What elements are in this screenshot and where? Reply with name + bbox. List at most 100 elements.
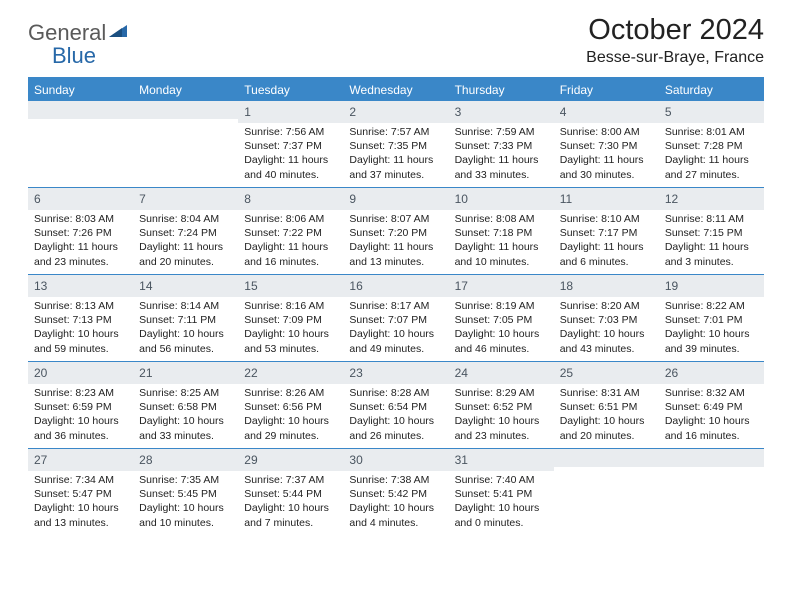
cell-body: Sunrise: 7:40 AMSunset: 5:41 PMDaylight:… — [449, 471, 554, 534]
sunrise-text: Sunrise: 8:22 AM — [665, 299, 758, 313]
daylight-text: Daylight: 10 hours and 39 minutes. — [665, 327, 758, 355]
calendar-cell: 26Sunrise: 8:32 AMSunset: 6:49 PMDayligh… — [659, 362, 764, 448]
sunrise-text: Sunrise: 8:28 AM — [349, 386, 442, 400]
sunset-text: Sunset: 7:37 PM — [244, 139, 337, 153]
sunrise-text: Sunrise: 7:37 AM — [244, 473, 337, 487]
day-number: 3 — [455, 105, 462, 119]
dow-thursday: Thursday — [449, 79, 554, 101]
day-number-row — [28, 101, 133, 119]
sunrise-text: Sunrise: 8:11 AM — [665, 212, 758, 226]
day-number: 5 — [665, 105, 672, 119]
sunset-text: Sunset: 7:11 PM — [139, 313, 232, 327]
daylight-text: Daylight: 10 hours and 23 minutes. — [455, 414, 548, 442]
day-number: 28 — [139, 453, 152, 467]
day-number: 25 — [560, 366, 573, 380]
calendar-cell: 30Sunrise: 7:38 AMSunset: 5:42 PMDayligh… — [343, 449, 448, 535]
calendar-cell — [554, 449, 659, 535]
daylight-text: Daylight: 11 hours and 16 minutes. — [244, 240, 337, 268]
calendar-cell: 7 Sunrise: 8:04 AMSunset: 7:24 PMDaylight… — [133, 188, 238, 274]
dow-friday: Friday — [554, 79, 659, 101]
day-number: 2 — [349, 105, 356, 119]
sunset-text: Sunset: 7:33 PM — [455, 139, 548, 153]
day-number: 7 — [139, 192, 146, 206]
daylight-text: Daylight: 11 hours and 30 minutes. — [560, 153, 653, 181]
daylight-text: Daylight: 10 hours and 26 minutes. — [349, 414, 442, 442]
sunrise-text: Sunrise: 8:13 AM — [34, 299, 127, 313]
sunrise-text: Sunrise: 8:16 AM — [244, 299, 337, 313]
sunrise-text: Sunrise: 8:10 AM — [560, 212, 653, 226]
day-number-row: 18 — [554, 275, 659, 297]
calendar-cell: 10Sunrise: 8:08 AMSunset: 7:18 PMDayligh… — [449, 188, 554, 274]
sunset-text: Sunset: 7:15 PM — [665, 226, 758, 240]
sunrise-text: Sunrise: 8:19 AM — [455, 299, 548, 313]
cell-body: Sunrise: 8:04 AMSunset: 7:24 PMDaylight:… — [133, 210, 238, 273]
day-number: 16 — [349, 279, 362, 293]
sunset-text: Sunset: 6:52 PM — [455, 400, 548, 414]
day-number: 20 — [34, 366, 47, 380]
calendar-cell: 8Sunrise: 8:06 AMSunset: 7:22 PMDaylight… — [238, 188, 343, 274]
sunrise-text: Sunrise: 8:26 AM — [244, 386, 337, 400]
daylight-text: Daylight: 10 hours and 20 minutes. — [560, 414, 653, 442]
sunset-text: Sunset: 7:30 PM — [560, 139, 653, 153]
sunrise-text: Sunrise: 7:38 AM — [349, 473, 442, 487]
day-number: 27 — [34, 453, 47, 467]
cell-body: Sunrise: 7:56 AMSunset: 7:37 PMDaylight:… — [238, 123, 343, 186]
day-number: 29 — [244, 453, 257, 467]
cell-body: Sunrise: 7:34 AMSunset: 5:47 PMDaylight:… — [28, 471, 133, 534]
calendar-cell: 12 Sunrise: 8:11 AMSunset: 7:15 PMDayligh… — [659, 188, 764, 274]
sunset-text: Sunset: 6:56 PM — [244, 400, 337, 414]
day-number-row: 12 — [659, 188, 764, 210]
dow-sunday: Sunday — [28, 79, 133, 101]
cell-body: Sunrise: 8:11 AMSunset: 7:15 PMDaylight:… — [659, 210, 764, 273]
sunrise-text: Sunrise: 7:57 AM — [349, 125, 442, 139]
day-number: 12 — [665, 192, 678, 206]
day-number-row: 3 — [449, 101, 554, 123]
calendar-cell: 2Sunrise: 7:57 AMSunset: 7:35 PMDaylight… — [343, 101, 448, 187]
day-number: 23 — [349, 366, 362, 380]
day-number: 30 — [349, 453, 362, 467]
calendar-cell: 11Sunrise: 8:10 AMSunset: 7:17 PMDayligh… — [554, 188, 659, 274]
day-number-row: 16 — [343, 275, 448, 297]
day-number-row: 19 — [659, 275, 764, 297]
sunset-text: Sunset: 6:54 PM — [349, 400, 442, 414]
day-number-row — [659, 449, 764, 467]
sunrise-text: Sunrise: 8:17 AM — [349, 299, 442, 313]
day-number: 10 — [455, 192, 468, 206]
calendar-cell: 28Sunrise: 7:35 AMSunset: 5:45 PMDayligh… — [133, 449, 238, 535]
daylight-text: Daylight: 10 hours and 10 minutes. — [139, 501, 232, 529]
cell-body: Sunrise: 8:31 AMSunset: 6:51 PMDaylight:… — [554, 384, 659, 447]
day-number-row: 1 — [238, 101, 343, 123]
cell-body: Sunrise: 7:59 AMSunset: 7:33 PMDaylight:… — [449, 123, 554, 186]
cell-body: Sunrise: 8:07 AMSunset: 7:20 PMDaylight:… — [343, 210, 448, 273]
sunrise-text: Sunrise: 8:06 AM — [244, 212, 337, 226]
sunset-text: Sunset: 7:01 PM — [665, 313, 758, 327]
calendar-cell — [659, 449, 764, 535]
day-number-row: 31 — [449, 449, 554, 471]
cell-body: Sunrise: 8:28 AMSunset: 6:54 PMDaylight:… — [343, 384, 448, 447]
sunrise-text: Sunrise: 8:29 AM — [455, 386, 548, 400]
cell-body: Sunrise: 8:16 AMSunset: 7:09 PMDaylight:… — [238, 297, 343, 360]
daylight-text: Daylight: 11 hours and 10 minutes. — [455, 240, 548, 268]
day-number-row: 6 — [28, 188, 133, 210]
day-number: 14 — [139, 279, 152, 293]
day-number: 9 — [349, 192, 356, 206]
daylight-text: Daylight: 10 hours and 7 minutes. — [244, 501, 337, 529]
dow-saturday: Saturday — [659, 79, 764, 101]
day-number-row: 27 — [28, 449, 133, 471]
sunset-text: Sunset: 6:51 PM — [560, 400, 653, 414]
day-number: 6 — [34, 192, 41, 206]
cell-body: Sunrise: 8:32 AMSunset: 6:49 PMDaylight:… — [659, 384, 764, 447]
cell-body: Sunrise: 8:03 AMSunset: 7:26 PMDaylight:… — [28, 210, 133, 273]
calendar-cell: 9 Sunrise: 8:07 AMSunset: 7:20 PMDaylight… — [343, 188, 448, 274]
day-number-row: 7 — [133, 188, 238, 210]
sunset-text: Sunset: 6:49 PM — [665, 400, 758, 414]
cell-body: Sunrise: 8:14 AMSunset: 7:11 PMDaylight:… — [133, 297, 238, 360]
daylight-text: Daylight: 10 hours and 16 minutes. — [665, 414, 758, 442]
sunset-text: Sunset: 6:58 PM — [139, 400, 232, 414]
calendar-cell: 22Sunrise: 8:26 AMSunset: 6:56 PMDayligh… — [238, 362, 343, 448]
cell-body: Sunrise: 8:13 AMSunset: 7:13 PMDaylight:… — [28, 297, 133, 360]
sunrise-text: Sunrise: 8:25 AM — [139, 386, 232, 400]
sunset-text: Sunset: 5:41 PM — [455, 487, 548, 501]
daylight-text: Daylight: 11 hours and 37 minutes. — [349, 153, 442, 181]
calendar-week: 13Sunrise: 8:13 AMSunset: 7:13 PMDayligh… — [28, 274, 764, 361]
